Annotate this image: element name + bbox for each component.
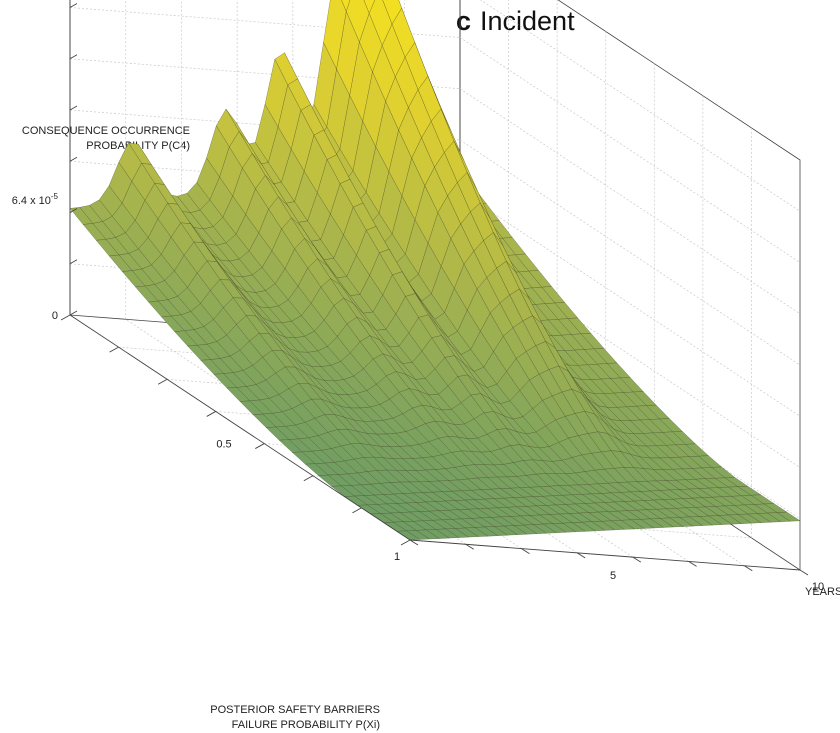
gridline (459, 37, 801, 263)
z-tick (69, 156, 78, 162)
y-tick (109, 346, 119, 353)
x-tick (576, 552, 586, 559)
surface-patch (341, 0, 351, 13)
x-tick-label-5: 5 (610, 570, 616, 582)
x-tick (688, 561, 697, 567)
surface-mesh (69, 0, 801, 541)
x-tick-label-10: 10 (812, 581, 824, 593)
x-tick (744, 565, 753, 572)
y-tick (206, 411, 216, 417)
y-axis-line (69, 314, 411, 541)
y-tick-label-0.5: 0.5 (216, 439, 231, 451)
x-tick (465, 543, 474, 550)
x-tick (409, 539, 419, 546)
surface-patch (363, 0, 376, 14)
z-tick (69, 310, 78, 316)
y-tick (400, 539, 411, 546)
z-axis-label-line1: CONSEQUENCE OCCURRENCE (21, 125, 190, 137)
z-tick (69, 208, 78, 213)
z-tick-label-mid-exponent: -5 (51, 192, 59, 201)
y-axis-label: POSTERIOR SAFETY BARRIERS FAILURE PROBAB… (200, 703, 380, 733)
x-tick (799, 569, 809, 576)
x-tick (521, 548, 530, 554)
x-axis-label: YEARS (805, 586, 840, 598)
x-tick (632, 556, 642, 563)
y-tick (255, 443, 265, 449)
z-tick (69, 259, 78, 265)
x-axis-line (409, 539, 801, 571)
y-axis-label-line1: POSTERIOR SAFETY BARRIERS (210, 704, 380, 716)
z-tick-label-mid: 6.4 x 10-5 (12, 192, 59, 207)
y-axis-label-line2: FAILURE PROBABILITY P(Xi) (231, 719, 380, 731)
z-tick (69, 105, 78, 111)
z-tick (69, 3, 78, 8)
y-tick (352, 507, 362, 514)
z-tick (69, 54, 78, 60)
y-tick (303, 475, 314, 482)
y-tick-label-1: 1 (394, 551, 400, 563)
y-tick (157, 378, 168, 385)
y-tick (60, 314, 71, 321)
gridline (480, 0, 801, 212)
z-tick-label-0: 0 (52, 310, 58, 322)
